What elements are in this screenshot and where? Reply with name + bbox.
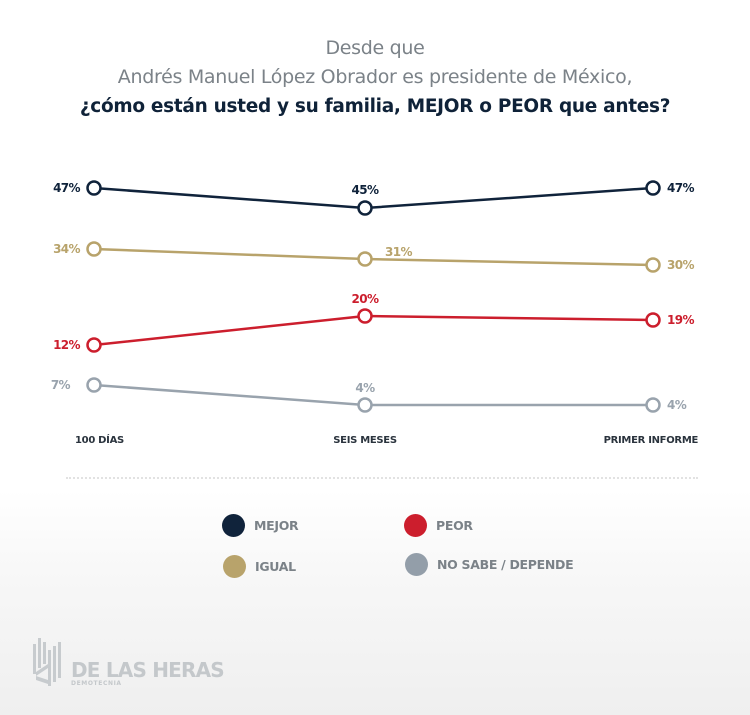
legend-swatch-igual	[223, 555, 246, 578]
chart-title: Desde que Andrés Manuel López Obrador es…	[0, 34, 750, 121]
data-point-peor	[357, 308, 373, 324]
legend-swatch-mejor	[222, 514, 245, 537]
data-point-mejor	[357, 200, 373, 216]
data-point-igual	[357, 251, 373, 267]
data-labels: 47% 45% 47% 34% 31% 30% 12% 20% 19% 7% 4% 4%	[51, 181, 695, 412]
logo-name: DE LAS HERAS	[71, 658, 225, 682]
legend-label: IGUAL	[255, 559, 296, 574]
data-point-peor	[86, 337, 102, 353]
legend-item-igual: IGUAL	[223, 555, 296, 578]
dotted-divider	[66, 477, 698, 479]
legend-swatch-no-sabe	[405, 553, 428, 576]
series-line-igual	[93, 247, 654, 267]
data-point-mejor	[86, 180, 102, 196]
logo-subtitle: DEMOTECNIA	[71, 680, 122, 687]
data-label-no-sabe-depende: 4%	[355, 381, 375, 395]
title-line-2: Andrés Manuel López Obrador es president…	[117, 66, 633, 88]
data-label-no-sabe-depende: 7%	[51, 378, 71, 392]
legend-label: NO SABE / DEPENDE	[437, 557, 574, 572]
data-label-peor: 12%	[53, 338, 80, 352]
data-label-mejor: 47%	[53, 181, 80, 195]
line-chart: 100 DÍAS SEIS MESES PRIMER INFORME 47% 45% 4…	[51, 180, 699, 446]
series-line-peor	[93, 314, 654, 347]
data-label-peor: 19%	[667, 313, 694, 327]
data-label-igual: 34%	[53, 242, 80, 256]
data-label-mejor: 45%	[352, 183, 379, 197]
legend-label: PEOR	[436, 518, 473, 533]
data-point-peor	[645, 312, 661, 328]
legend-item-no-sabe: NO SABE / DEPENDE	[405, 553, 574, 576]
legend-item-mejor: MEJOR	[222, 514, 299, 537]
x-tick-label: SEIS MESES	[333, 435, 397, 446]
x-axis-labels: 100 DÍAS SEIS MESES PRIMER INFORME	[75, 433, 699, 446]
data-point-mejor	[645, 180, 661, 196]
data-label-igual: 31%	[385, 245, 412, 259]
title-question: ¿cómo están usted y su familia, MEJOR o …	[79, 96, 671, 117]
title-line-1: Desde que	[325, 37, 425, 59]
legend-label: MEJOR	[254, 518, 299, 533]
data-label-no-sabe-depende: 4%	[667, 398, 687, 412]
legend-item-peor: PEOR	[404, 514, 473, 537]
data-label-peor: 20%	[352, 292, 379, 306]
x-tick-label: PRIMER INFORME	[604, 435, 699, 446]
data-point-igual	[645, 257, 661, 273]
data-point-igual	[86, 241, 102, 257]
legend-swatch-peor	[404, 514, 427, 537]
data-point-no-sabe-depende	[357, 397, 373, 413]
data-label-mejor: 47%	[667, 181, 694, 195]
data-point-no-sabe-depende	[645, 397, 661, 413]
logo-mark-icon	[33, 638, 61, 686]
brand-logo: DE LAS HERAS DEMOTECNIA	[32, 636, 225, 688]
data-label-igual: 30%	[667, 258, 694, 272]
data-point-no-sabe-depende	[86, 377, 102, 393]
x-tick-label: 100 DÍAS	[75, 433, 124, 446]
series-markers	[86, 180, 661, 413]
